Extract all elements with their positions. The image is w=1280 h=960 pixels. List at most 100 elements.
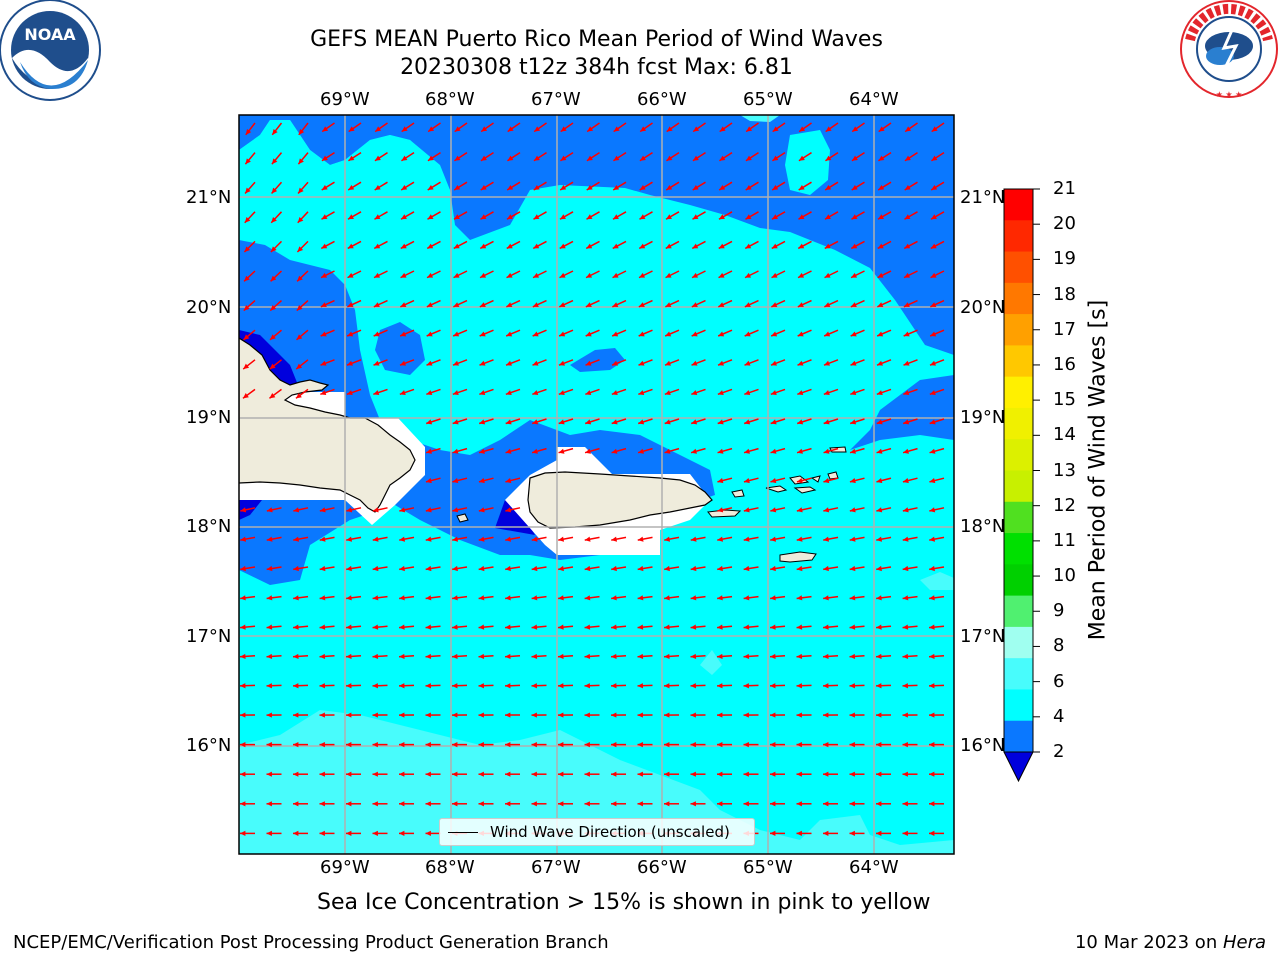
colorbar-segment	[1004, 282, 1033, 315]
wave-direction-arrowhead	[505, 741, 511, 748]
wave-direction-arrowhead	[505, 448, 512, 454]
wave-direction-arrowhead	[478, 536, 485, 542]
wave-direction-arrowhead	[244, 246, 251, 253]
wave-direction-arrowhead	[266, 771, 272, 777]
wave-direction-arrowhead	[744, 419, 751, 425]
wave-direction-arrowhead	[664, 419, 671, 425]
wave-direction-arrowhead	[298, 128, 305, 135]
wave-direction-arrowhead	[399, 595, 405, 601]
wave-direction-arrowhead	[851, 184, 858, 191]
wave-direction-arrowhead	[240, 624, 246, 630]
footer-left: NCEP/EMC/Verification Post Processing Pr…	[13, 932, 609, 953]
wave-direction-arrowhead	[531, 536, 538, 542]
wave-direction-arrowhead	[425, 478, 432, 484]
wave-direction-arrowhead	[425, 771, 431, 777]
wave-direction-arrowhead	[717, 595, 723, 601]
wave-direction-arrowhead	[877, 243, 884, 249]
wave-direction-arrowhead	[452, 771, 458, 777]
wave-direction-arrowhead	[903, 331, 910, 337]
wave-direction-arrowhead	[851, 155, 858, 161]
land-puerto-rico	[527, 471, 713, 529]
wave-direction-arrowhead	[245, 128, 252, 135]
wave-direction-arrowhead	[823, 801, 829, 807]
wave-direction-arrowhead	[531, 624, 538, 630]
wave-direction-arrowhead	[770, 360, 777, 366]
lon-label-bottom-1: 69°W	[320, 857, 370, 878]
wave-direction-arrowhead	[902, 741, 908, 748]
colorbar-segment	[1004, 376, 1033, 409]
wave-direction-arrowhead	[558, 741, 564, 748]
land-culebra	[731, 489, 745, 498]
wave-direction-arrowhead	[665, 214, 672, 220]
wave-direction-arrowhead	[452, 478, 459, 484]
wave-direction-arrowhead	[745, 155, 752, 161]
wave-direction-arrowhead	[266, 683, 273, 689]
wave-direction-arrowhead	[796, 683, 803, 689]
wave-direction-arrowhead	[850, 419, 857, 425]
wave-direction-arrowhead	[770, 390, 777, 396]
wave-direction-arrowhead	[347, 214, 354, 220]
wave-direction-arrowhead	[690, 565, 697, 572]
wave-direction-arrowhead	[798, 243, 805, 249]
wave-direction-arrowhead	[690, 741, 696, 748]
wave-direction-arrowhead	[400, 302, 407, 307]
wave-direction-arrowhead	[611, 595, 617, 601]
wave-direction-arrowhead	[452, 712, 458, 718]
wave-direction-arrowhead	[902, 801, 908, 807]
ocean-6-8-blob-far-east	[920, 572, 954, 590]
wave-direction-arrowhead	[319, 624, 326, 630]
wave-direction-arrowhead	[904, 214, 911, 220]
wave-direction-arrowhead	[532, 331, 539, 337]
wave-direction-arrowhead	[559, 243, 566, 249]
colorbar-tick-label: 4	[1053, 705, 1065, 727]
wave-direction-arrowhead	[692, 243, 699, 249]
wave-direction-arrowhead	[849, 771, 855, 777]
wave-direction-arrowhead	[245, 187, 251, 194]
wave-direction-arrowhead	[664, 536, 671, 542]
wave-direction-arrowhead	[798, 214, 805, 220]
wave-direction-arrowhead	[613, 126, 620, 132]
wave-direction-arrowhead	[798, 184, 805, 191]
wave-direction-arrowhead	[478, 741, 484, 748]
wave-direction-arrowhead	[244, 217, 251, 223]
colorbar-segment	[1004, 439, 1033, 471]
wave-direction-arrowhead	[796, 653, 803, 660]
lat-label-right-4: 18°N	[960, 516, 1006, 537]
wave-direction-arrowhead	[532, 302, 539, 307]
wave-direction-arrowhead	[639, 243, 646, 249]
wave-direction-arrowhead	[929, 683, 935, 689]
land-anguilla	[827, 471, 839, 480]
wave-direction-arrowhead	[797, 302, 804, 307]
wave-direction-arrowhead	[851, 272, 858, 278]
wave-direction-arrowhead	[664, 741, 670, 748]
noaa-logo: NOAA	[0, 0, 101, 101]
wave-direction-arrowhead	[797, 419, 804, 425]
wave-direction-arrowhead	[346, 565, 352, 572]
wave-direction-arrowhead	[427, 272, 434, 278]
wave-direction-arrowhead	[665, 243, 672, 249]
ocean-2-4-region-east	[850, 375, 954, 450]
wave-direction-arrowhead	[929, 830, 935, 837]
wave-direction-arrowhead	[559, 214, 566, 220]
wave-direction-arrowhead	[877, 331, 884, 337]
wave-direction-arrowhead	[558, 536, 565, 542]
wave-direction-arrowhead	[298, 187, 304, 194]
wave-direction-arrowhead	[929, 741, 935, 748]
wave-direction-arrowhead	[771, 243, 778, 249]
wave-direction-arrowhead	[612, 331, 619, 337]
wave-direction-arrowhead	[531, 595, 538, 601]
wave-direction-arrowhead	[665, 302, 672, 307]
wave-direction-arrowhead	[930, 272, 937, 278]
wave-direction-arrowhead	[272, 128, 278, 135]
wave-direction-arrowhead	[771, 272, 778, 278]
wave-direction-arrowhead	[322, 126, 329, 132]
wave-direction-arrowhead	[505, 624, 511, 630]
wave-direction-arrowhead	[665, 272, 672, 278]
wave-direction-arrowhead	[452, 448, 459, 454]
lat-label-right-5: 17°N	[960, 626, 1006, 647]
wave-direction-arrowhead	[586, 214, 593, 220]
wave-direction-arrowhead	[770, 419, 777, 425]
wave-direction-arrowhead	[743, 624, 750, 630]
wave-direction-arrowhead	[319, 595, 326, 601]
wave-direction-arrowhead	[929, 536, 936, 542]
